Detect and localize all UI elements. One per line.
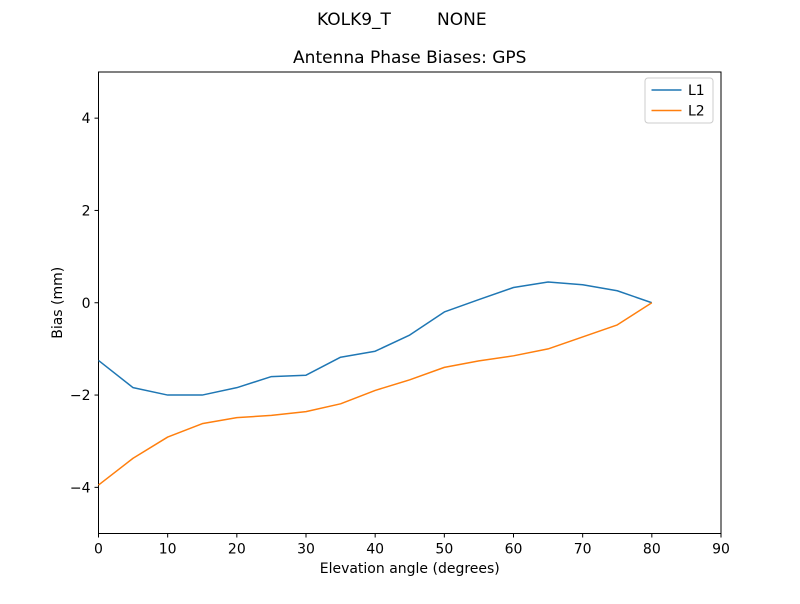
suptitle-station: KOLK9_T — [317, 10, 392, 30]
series-line-l1 — [98, 281, 653, 396]
plot-area — [98, 71, 722, 534]
x-axis-tick-label: 30 — [297, 542, 315, 558]
legend-label-l2: L2 — [688, 104, 705, 120]
axes-title: Antenna Phase Biases: GPS — [293, 48, 526, 68]
y-axis-label: Bias (mm) — [50, 267, 66, 339]
x-axis-tick-label: 50 — [435, 542, 453, 558]
y-axis-tick-label: −4 — [70, 480, 91, 496]
suptitle-mode: NONE — [437, 10, 487, 30]
y-axis-tick-label: 2 — [82, 203, 91, 219]
x-axis-tick-label: 70 — [574, 542, 592, 558]
x-axis-label: Elevation angle (degrees) — [320, 561, 500, 577]
x-axis-tick-label: 10 — [159, 542, 177, 558]
x-axis-tick-label: 0 — [94, 542, 103, 558]
x-axis: 0 10 20 30 40 50 60 70 80 90 — [94, 533, 730, 558]
series-line-l2 — [98, 302, 653, 486]
x-axis-tick-label: 20 — [228, 542, 246, 558]
legend-label-l1: L1 — [688, 83, 705, 99]
series-lines — [98, 281, 653, 486]
x-axis-tick-label: 80 — [643, 542, 661, 558]
y-axis-tick-label: 4 — [82, 111, 91, 127]
y-axis-tick-label: 0 — [82, 296, 91, 312]
x-axis-tick-label: 40 — [366, 542, 384, 558]
y-axis-tick-label: −2 — [70, 388, 91, 404]
x-axis-tick-label: 60 — [505, 542, 523, 558]
y-axis: −4 −2 0 2 4 — [70, 111, 99, 496]
legend: L1 L2 — [644, 77, 714, 124]
x-axis-tick-label: 90 — [712, 542, 730, 558]
